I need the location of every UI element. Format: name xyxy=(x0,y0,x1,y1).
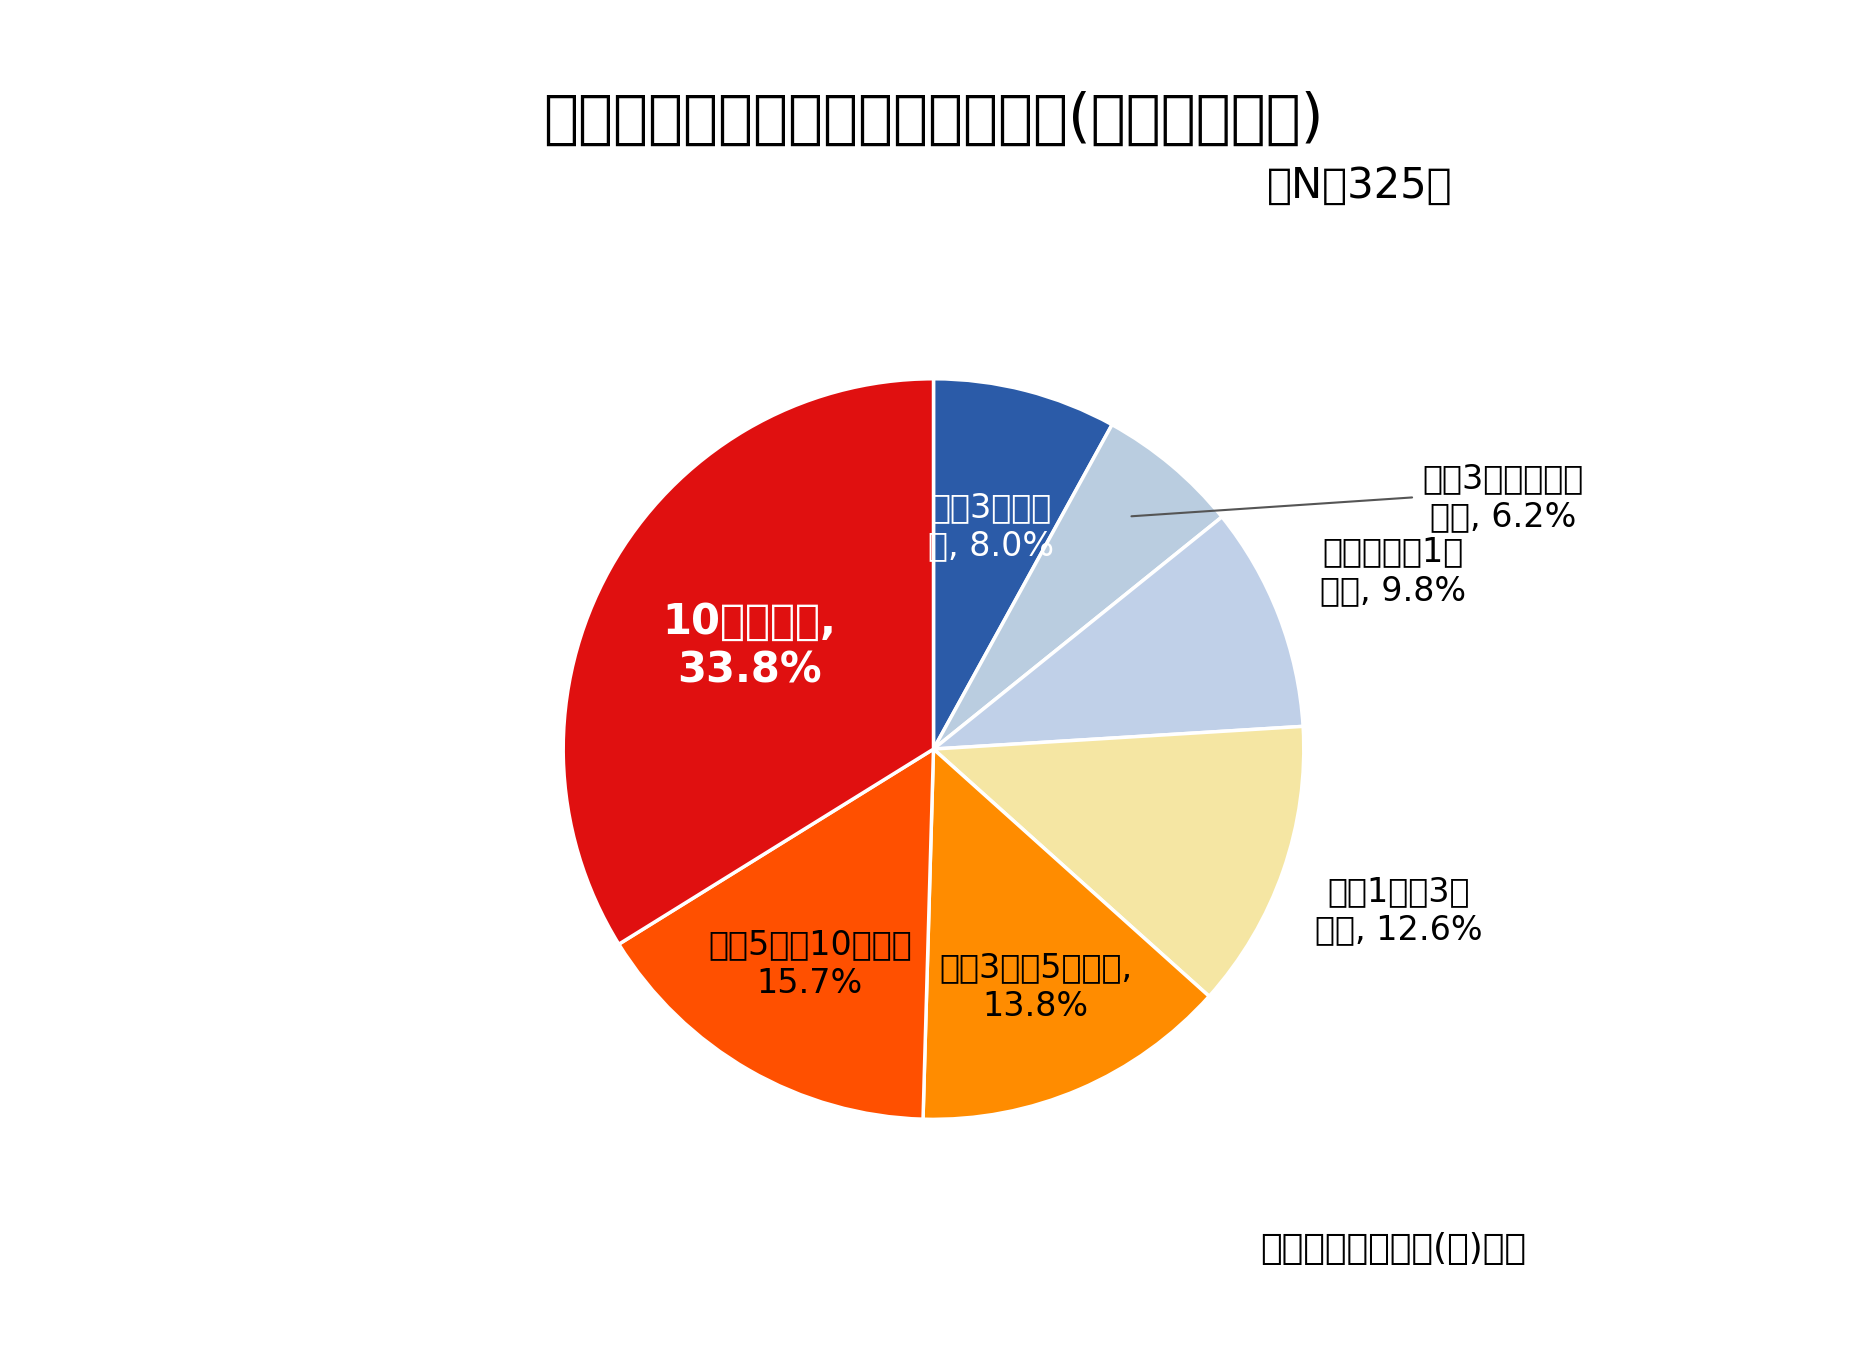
Wedge shape xyxy=(618,749,934,1119)
Text: 直近3年〜5年以内,
13.8%: 直近3年〜5年以内, 13.8% xyxy=(939,952,1133,1023)
Wedge shape xyxy=(934,425,1223,749)
Text: 腰の痛みや悩みを感じ始めた時期(デスクワーク): 腰の痛みや悩みを感じ始めた時期(デスクワーク) xyxy=(543,90,1324,148)
Text: 直近5年〜10年以内
15.7%: 直近5年〜10年以内 15.7% xyxy=(708,929,911,1000)
Wedge shape xyxy=(934,379,1113,749)
Text: 直近3ヶ月以
内, 8.0%: 直近3ヶ月以 内, 8.0% xyxy=(928,491,1053,563)
Text: 直近1年〜3年
以内, 12.6%: 直近1年〜3年 以内, 12.6% xyxy=(1314,875,1482,946)
Text: 直近半年〜1年
以内, 9.8%: 直近半年〜1年 以内, 9.8% xyxy=(1320,536,1466,606)
Text: 日本シグマックス(株)調べ: 日本シグマックス(株)調べ xyxy=(1260,1233,1525,1266)
Wedge shape xyxy=(934,726,1303,996)
Wedge shape xyxy=(922,749,1210,1119)
Wedge shape xyxy=(564,379,934,944)
Text: 直近3ヶ月〜半年
以内, 6.2%: 直近3ヶ月〜半年 以内, 6.2% xyxy=(1423,462,1583,533)
Wedge shape xyxy=(934,517,1303,749)
Text: （N＝325）: （N＝325） xyxy=(1266,165,1453,207)
Text: 10年より前,
33.8%: 10年より前, 33.8% xyxy=(663,601,836,691)
